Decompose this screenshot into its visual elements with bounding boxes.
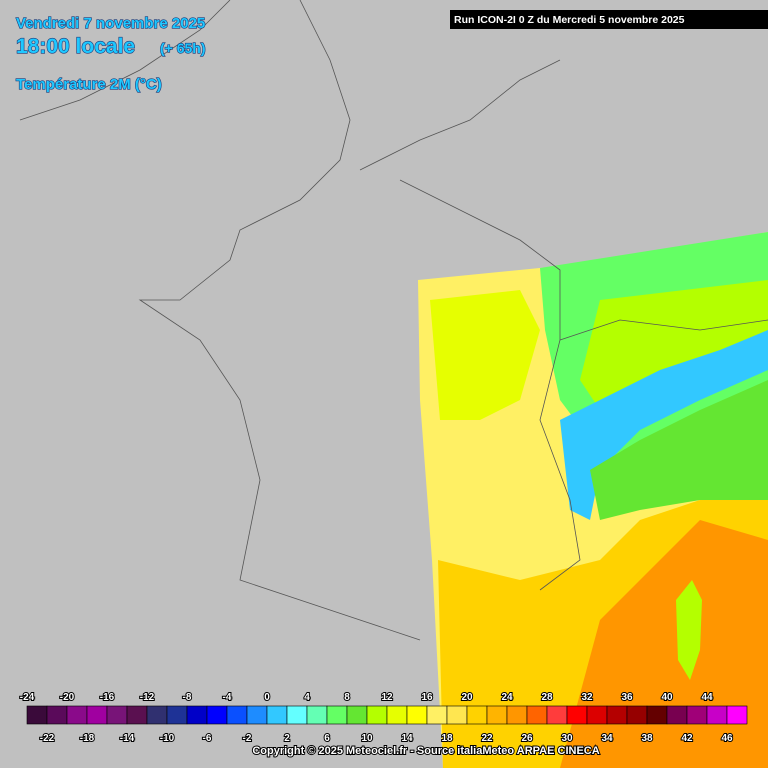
legend-label: -10	[160, 733, 175, 744]
legend-label: 18	[441, 733, 453, 744]
legend-label: -16	[100, 692, 115, 703]
legend-swatch	[146, 705, 168, 725]
legend-label: 40	[661, 692, 673, 703]
legend-swatch	[106, 705, 128, 725]
legend-swatch	[246, 705, 268, 725]
legend-label: 38	[641, 733, 653, 744]
legend-swatch	[26, 705, 48, 725]
legend-swatch	[286, 705, 308, 725]
legend-swatch	[666, 705, 688, 725]
legend-label: 16	[421, 692, 433, 703]
legend-swatch	[646, 705, 668, 725]
legend-label: 14	[401, 733, 413, 744]
legend-label: 28	[541, 692, 553, 703]
legend-label: 2	[284, 733, 290, 744]
legend-swatch	[566, 705, 588, 725]
legend-label: -2	[243, 733, 252, 744]
coastline	[19, 0, 231, 121]
legend-swatch	[726, 705, 748, 725]
legend: -24-22-20-18-16-14-12-10-8-6-4-202468101…	[19, 691, 748, 745]
legend-swatch	[486, 705, 508, 725]
legend-swatch	[206, 705, 228, 725]
legend-label: 12	[381, 692, 393, 703]
legend-swatch	[686, 705, 708, 725]
legend-swatch	[186, 705, 208, 725]
lead-time: (+ 65h)	[160, 40, 206, 56]
run-info: Run ICON-2I 0 Z du Mercredi 5 novembre 2…	[454, 14, 685, 26]
legend-swatch	[446, 705, 468, 725]
legend-label: 36	[621, 692, 633, 703]
forecast-date: Vendredi 7 novembre 2025	[16, 15, 205, 32]
legend-label: 22	[481, 733, 493, 744]
legend-swatch	[626, 705, 648, 725]
legend-swatch	[406, 705, 428, 725]
legend-swatch	[46, 705, 68, 725]
legend-label: -18	[80, 733, 95, 744]
legend-swatch	[546, 705, 568, 725]
temperature-field	[418, 232, 768, 768]
legend-swatch	[506, 705, 528, 725]
legend-swatch	[606, 705, 628, 725]
legend-label: 32	[581, 692, 593, 703]
legend-label: 30	[561, 733, 573, 744]
legend-label: -14	[120, 733, 135, 744]
legend-label: -12	[140, 692, 155, 703]
legend-label: 42	[681, 733, 693, 744]
legend-label: 34	[601, 733, 613, 744]
legend-swatch	[366, 705, 388, 725]
legend-swatch	[226, 705, 248, 725]
legend-label: 46	[721, 733, 733, 744]
legend-swatch	[86, 705, 108, 725]
coastline	[138, 0, 421, 641]
legend-swatch	[306, 705, 328, 725]
legend-label: 10	[361, 733, 373, 744]
run-banner	[450, 10, 768, 29]
variable: Température 2M (°C)	[16, 76, 162, 93]
legend-label: 4	[304, 692, 310, 703]
legend-swatch	[526, 705, 548, 725]
legend-swatch	[266, 705, 288, 725]
legend-label: -6	[203, 733, 212, 744]
coastline	[359, 59, 561, 171]
legend-swatch	[66, 705, 88, 725]
legend-label: 6	[324, 733, 330, 744]
forecast-time: 18:00 locale	[16, 35, 135, 58]
legend-swatch	[706, 705, 728, 725]
border	[559, 319, 768, 341]
legend-label: 44	[701, 692, 713, 703]
legend-swatch	[586, 705, 608, 725]
legend-swatch	[326, 705, 348, 725]
legend-label: -4	[223, 692, 232, 703]
legend-label: 24	[501, 692, 513, 703]
copyright: Copyright © 2025 Meteociel.fr - Source i…	[252, 745, 599, 757]
legend-label: -24	[20, 692, 35, 703]
legend-label: 20	[461, 692, 473, 703]
legend-swatch	[426, 705, 448, 725]
legend-swatch	[166, 705, 188, 725]
legend-swatch	[346, 705, 368, 725]
legend-swatch	[126, 705, 148, 725]
legend-label: 26	[521, 733, 533, 744]
legend-label: -22	[40, 733, 55, 744]
legend-label: -8	[183, 692, 192, 703]
legend-swatch	[466, 705, 488, 725]
legend-swatch	[386, 705, 408, 725]
legend-label: 0	[264, 692, 270, 703]
legend-label: -20	[60, 692, 75, 703]
legend-label: 8	[344, 692, 350, 703]
